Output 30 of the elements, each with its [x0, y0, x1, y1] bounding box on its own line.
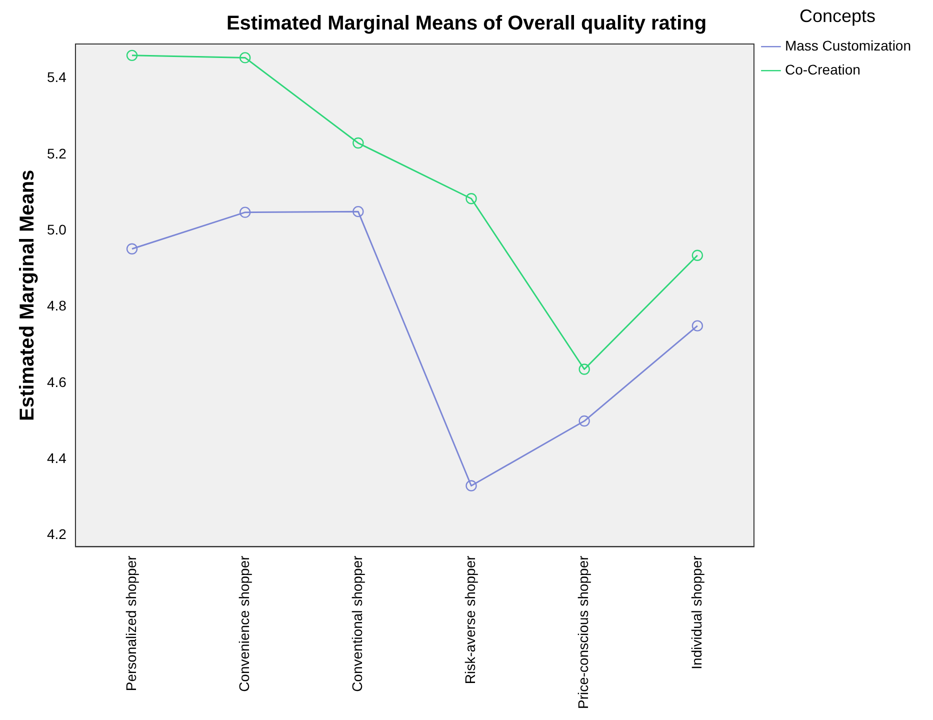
legend-label: Mass Customization — [784, 37, 912, 54]
point — [352, 206, 364, 218]
y-tick-label: 5.0 — [46, 221, 67, 238]
chart-title: Estimated Marginal Means of Overall quality rating — [226, 12, 707, 35]
x-tick-label: Convenience shopper — [236, 555, 252, 692]
point — [239, 206, 251, 218]
point — [578, 415, 590, 427]
point — [126, 50, 138, 62]
legend-title: Concepts — [799, 6, 876, 26]
y-tick-label: 4.4 — [46, 450, 67, 466]
y-tick-label: 4.2 — [46, 526, 67, 542]
point — [578, 364, 590, 375]
y-axis-title: Estimated Marginal Means — [16, 170, 39, 421]
x-tick-label: Individual shopper — [688, 555, 704, 670]
point — [466, 480, 477, 492]
point — [239, 52, 251, 64]
y-tick-label: 4.8 — [46, 298, 67, 314]
y-tick-label: 5.4 — [46, 69, 67, 86]
x-tick-label: Conventional shopper — [349, 555, 366, 692]
y-tick-label: 5.2 — [46, 145, 67, 162]
point — [126, 243, 138, 254]
point — [352, 137, 364, 149]
legend-label: Co-Creation — [784, 61, 860, 78]
point — [466, 193, 477, 204]
point — [692, 250, 704, 261]
x-tick-label: Price-conscious shopper — [575, 555, 592, 709]
x-tick-label: Risk-averse shopper — [462, 555, 478, 684]
y-tick-label: 4.6 — [46, 374, 67, 390]
x-tick-label: Personalized shopper — [122, 555, 139, 692]
point — [692, 320, 704, 332]
